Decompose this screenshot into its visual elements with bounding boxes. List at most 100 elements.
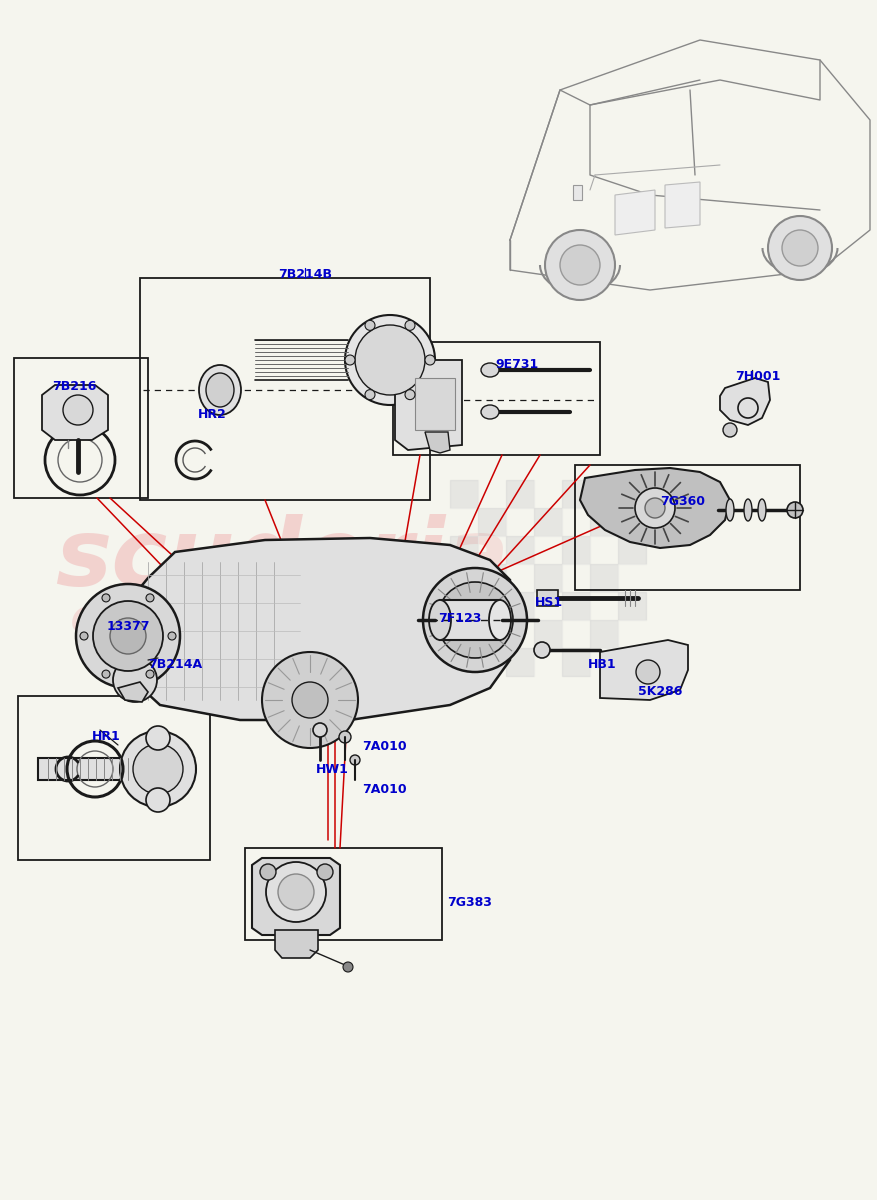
Bar xyxy=(561,648,589,676)
Circle shape xyxy=(80,632,88,640)
Text: HS1: HS1 xyxy=(534,596,562,608)
Bar xyxy=(14,358,148,498)
Bar xyxy=(477,592,505,620)
Circle shape xyxy=(312,722,326,737)
Bar xyxy=(505,564,533,592)
Polygon shape xyxy=(664,182,699,228)
Bar xyxy=(450,564,477,592)
Bar xyxy=(450,592,477,620)
Bar xyxy=(561,536,589,564)
Bar xyxy=(505,508,533,536)
Bar xyxy=(589,480,617,508)
Circle shape xyxy=(146,594,153,602)
Circle shape xyxy=(404,320,415,330)
Bar xyxy=(505,536,533,564)
Bar xyxy=(533,592,561,620)
Circle shape xyxy=(339,731,351,743)
Circle shape xyxy=(146,726,170,750)
Bar xyxy=(533,564,561,592)
Bar xyxy=(617,592,645,620)
Polygon shape xyxy=(252,858,339,935)
Text: 9E731: 9E731 xyxy=(495,358,538,371)
Text: scuderia: scuderia xyxy=(55,514,509,606)
Text: 7G383: 7G383 xyxy=(446,896,491,910)
Bar xyxy=(533,648,561,676)
Ellipse shape xyxy=(481,404,498,419)
Circle shape xyxy=(120,731,196,806)
Circle shape xyxy=(76,584,180,688)
Circle shape xyxy=(786,502,802,518)
Bar xyxy=(450,536,477,564)
Bar xyxy=(533,536,561,564)
Circle shape xyxy=(560,245,599,284)
Circle shape xyxy=(365,390,374,400)
Bar xyxy=(589,592,617,620)
Bar xyxy=(561,620,589,648)
Bar xyxy=(589,620,617,648)
Circle shape xyxy=(343,962,353,972)
Circle shape xyxy=(102,594,110,602)
Circle shape xyxy=(404,390,415,400)
Circle shape xyxy=(317,864,332,880)
Circle shape xyxy=(146,670,153,678)
Ellipse shape xyxy=(199,365,240,415)
Circle shape xyxy=(423,568,526,672)
Circle shape xyxy=(168,632,175,640)
Bar xyxy=(477,508,505,536)
Circle shape xyxy=(113,658,157,702)
Bar xyxy=(18,696,210,860)
Bar xyxy=(139,278,430,500)
Circle shape xyxy=(260,864,275,880)
Polygon shape xyxy=(614,190,654,235)
Circle shape xyxy=(146,788,170,812)
Circle shape xyxy=(350,755,360,766)
Bar xyxy=(393,342,599,455)
Text: 7G360: 7G360 xyxy=(660,494,704,508)
Circle shape xyxy=(292,682,328,718)
Circle shape xyxy=(266,862,325,922)
Bar xyxy=(617,480,645,508)
Polygon shape xyxy=(599,640,688,700)
Bar xyxy=(477,648,505,676)
Bar xyxy=(617,536,645,564)
Text: 13377: 13377 xyxy=(107,620,150,634)
Polygon shape xyxy=(580,468,729,548)
Polygon shape xyxy=(719,378,769,425)
Bar xyxy=(415,378,454,430)
Bar xyxy=(505,620,533,648)
Polygon shape xyxy=(42,385,108,440)
Text: 7B216: 7B216 xyxy=(52,380,96,392)
Bar xyxy=(589,536,617,564)
Polygon shape xyxy=(395,360,461,450)
Circle shape xyxy=(545,230,614,300)
Text: 5K286: 5K286 xyxy=(638,685,681,698)
Circle shape xyxy=(645,498,664,518)
Ellipse shape xyxy=(743,499,751,521)
Text: 7F123: 7F123 xyxy=(438,612,481,625)
Bar xyxy=(617,620,645,648)
Bar xyxy=(477,564,505,592)
Text: 7B214B: 7B214B xyxy=(278,268,332,281)
Bar xyxy=(589,564,617,592)
Polygon shape xyxy=(424,432,450,452)
Bar xyxy=(561,480,589,508)
Bar xyxy=(533,480,561,508)
Text: 7A010: 7A010 xyxy=(361,782,406,796)
Circle shape xyxy=(102,670,110,678)
Circle shape xyxy=(533,642,549,658)
Bar xyxy=(477,480,505,508)
Bar xyxy=(617,508,645,536)
Bar xyxy=(617,564,645,592)
Polygon shape xyxy=(275,930,317,958)
Bar xyxy=(505,648,533,676)
Circle shape xyxy=(365,320,374,330)
Circle shape xyxy=(132,744,182,794)
Circle shape xyxy=(93,601,163,671)
Polygon shape xyxy=(118,682,148,702)
Text: 7A010: 7A010 xyxy=(361,740,406,754)
Circle shape xyxy=(261,652,358,748)
Circle shape xyxy=(634,488,674,528)
Circle shape xyxy=(278,874,314,910)
Circle shape xyxy=(722,422,736,437)
Polygon shape xyxy=(573,185,581,200)
